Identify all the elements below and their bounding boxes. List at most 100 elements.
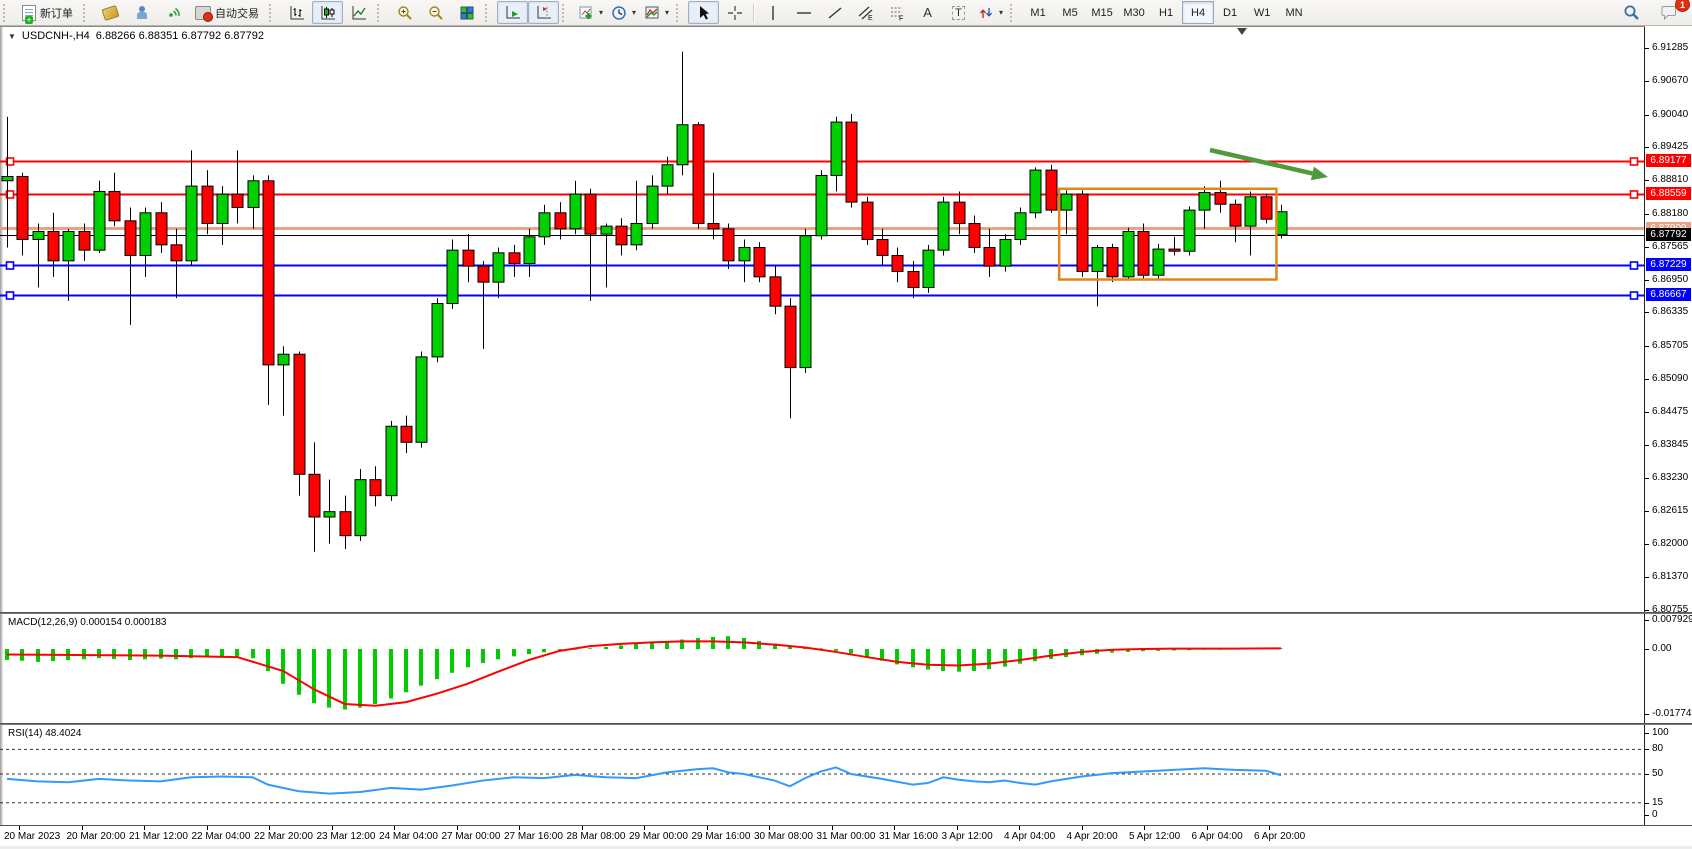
price-axis[interactable]: 6.91285 6.90670 6.90040 6.89425 6.88810 6.881… [1645,26,1692,615]
chart-shift-marker[interactable] [1237,28,1247,35]
vertical-line-tool-button[interactable] [757,1,788,24]
time-tick-label: 4 Apr 20:00 [1066,831,1118,842]
autotrading-button[interactable]: 自动交易 [188,1,266,24]
timeframe-m30-button[interactable]: M30 [1123,6,1145,19]
indicators-button[interactable]: ▾ [574,1,607,24]
timeframe-m1-button[interactable]: M1 [1030,6,1046,19]
panel-divider[interactable] [0,723,1692,725]
price-tag: 6.86667 [1646,288,1691,302]
candle [615,218,628,256]
one-click-trading-toggle-icon[interactable]: ▼ [8,31,16,41]
autoscroll-button[interactable] [497,1,528,24]
chart-line-button[interactable] [343,1,374,24]
panel-divider[interactable] [0,612,1692,614]
chart-shift-icon [537,5,551,18]
time-axis[interactable]: 20 Mar 2023 20 Mar 20:00 21 Mar 12:00 22 Ma… [0,826,1692,846]
price-tick [1645,510,1649,512]
time-tick [644,826,645,830]
svg-text:F: F [899,15,903,21]
time-tick [394,826,395,830]
chart-symbol-period: USDCNH-,H4 [21,30,90,42]
time-tick-label: 29 Mar 16:00 [691,831,751,842]
new-order-label: 新订单 [40,7,73,20]
label-tool-button[interactable]: T [943,1,974,24]
line-handle [5,261,15,270]
price-tick [1645,312,1649,314]
rsi-axis[interactable]: 100 80 50 15 0 [1645,725,1692,825]
time-tick-label: 20 Mar 20:00 [66,831,126,842]
time-tick [206,826,208,830]
rsi-panel[interactable] [0,725,1645,825]
zoom-in-button[interactable] [389,1,420,24]
toolbar-grip [1010,3,1018,22]
candle [1106,243,1119,283]
signals-button[interactable] [157,1,188,24]
candle [784,298,797,419]
candle [431,298,444,363]
chart-shift-button[interactable] [528,1,559,24]
candle [231,150,244,224]
timeframe-h4-button[interactable]: H4 [1182,1,1215,24]
crosshair-tool-button[interactable] [719,1,750,24]
notification-badge: 1 [1675,0,1690,12]
time-tick-label: 27 Mar 16:00 [504,831,563,842]
fibonacci-tool-button[interactable]: F [881,1,912,24]
candlestick-chart[interactable] [0,26,1645,612]
line-handle [1629,157,1639,166]
macd-panel[interactable] [0,614,1645,723]
line-handle [1629,291,1639,300]
time-tick-label: 31 Mar 00:00 [816,831,876,842]
timeframe-w1-button[interactable]: W1 [1253,6,1271,19]
candle [108,172,121,227]
channel-tool-button[interactable]: E [850,1,881,24]
rsi-tick [1645,749,1649,751]
rsi-tick [1645,774,1649,775]
candle [1260,193,1273,224]
price-tick [1645,279,1649,281]
time-tick-label: 30 Mar 08:00 [754,831,813,842]
candle [815,170,828,240]
timeframe-m15-button[interactable]: M15 [1091,6,1113,19]
trendline-tool-button[interactable] [819,1,850,24]
candle [738,239,751,283]
macd-axis[interactable]: 0.007929 0.00 -0.017743 [1645,614,1692,723]
periods-button[interactable]: ▾ [607,1,640,24]
rsi-line [6,766,1282,795]
chat-button[interactable]: 1 [1653,0,1690,24]
candle [354,468,367,542]
price-tick-label: 6.87565 [1652,240,1689,252]
time-tick-label: 27 Mar 00:00 [441,831,501,842]
zoom-out-button[interactable] [420,1,451,24]
candle [891,247,904,283]
chart-candles-button[interactable] [312,1,343,24]
new-order-icon: + [22,4,36,24]
timeframe-m5-button[interactable]: M5 [1062,6,1078,19]
candle [1168,236,1181,256]
new-order-button[interactable]: + 新订单 [15,1,80,24]
timeframe-d1-button[interactable]: D1 [1223,6,1238,19]
timeframe-h1-button[interactable]: H1 [1159,6,1174,19]
crosshair-icon [727,5,742,20]
text-tool-button[interactable]: A [912,1,943,24]
price-tick [1645,246,1649,248]
cursor-tool-button[interactable] [688,1,720,24]
community-button[interactable] [126,1,157,24]
bar-chart-icon [290,5,304,19]
candlestick-chart-icon [321,5,335,19]
search-button[interactable] [1616,1,1647,24]
price-tick-label: 6.83230 [1652,472,1689,484]
macd-tick [1645,649,1649,650]
templates-button[interactable]: ▾ [640,1,673,24]
tile-windows-button[interactable] [451,1,482,24]
candle [1122,227,1135,280]
timeframe-mn-button[interactable]: MN [1285,6,1303,19]
hosting-button[interactable] [95,1,126,24]
arrows-tool-button[interactable]: ▾ [974,1,1007,24]
candle [554,202,567,240]
time-tick-label: 22 Mar 20:00 [254,831,313,842]
text-tool-icon: A [923,5,932,20]
candle [983,228,996,277]
price-tick [1645,543,1649,545]
chart-bars-button[interactable] [281,1,312,24]
horizontal-line-tool-button[interactable] [788,1,819,24]
